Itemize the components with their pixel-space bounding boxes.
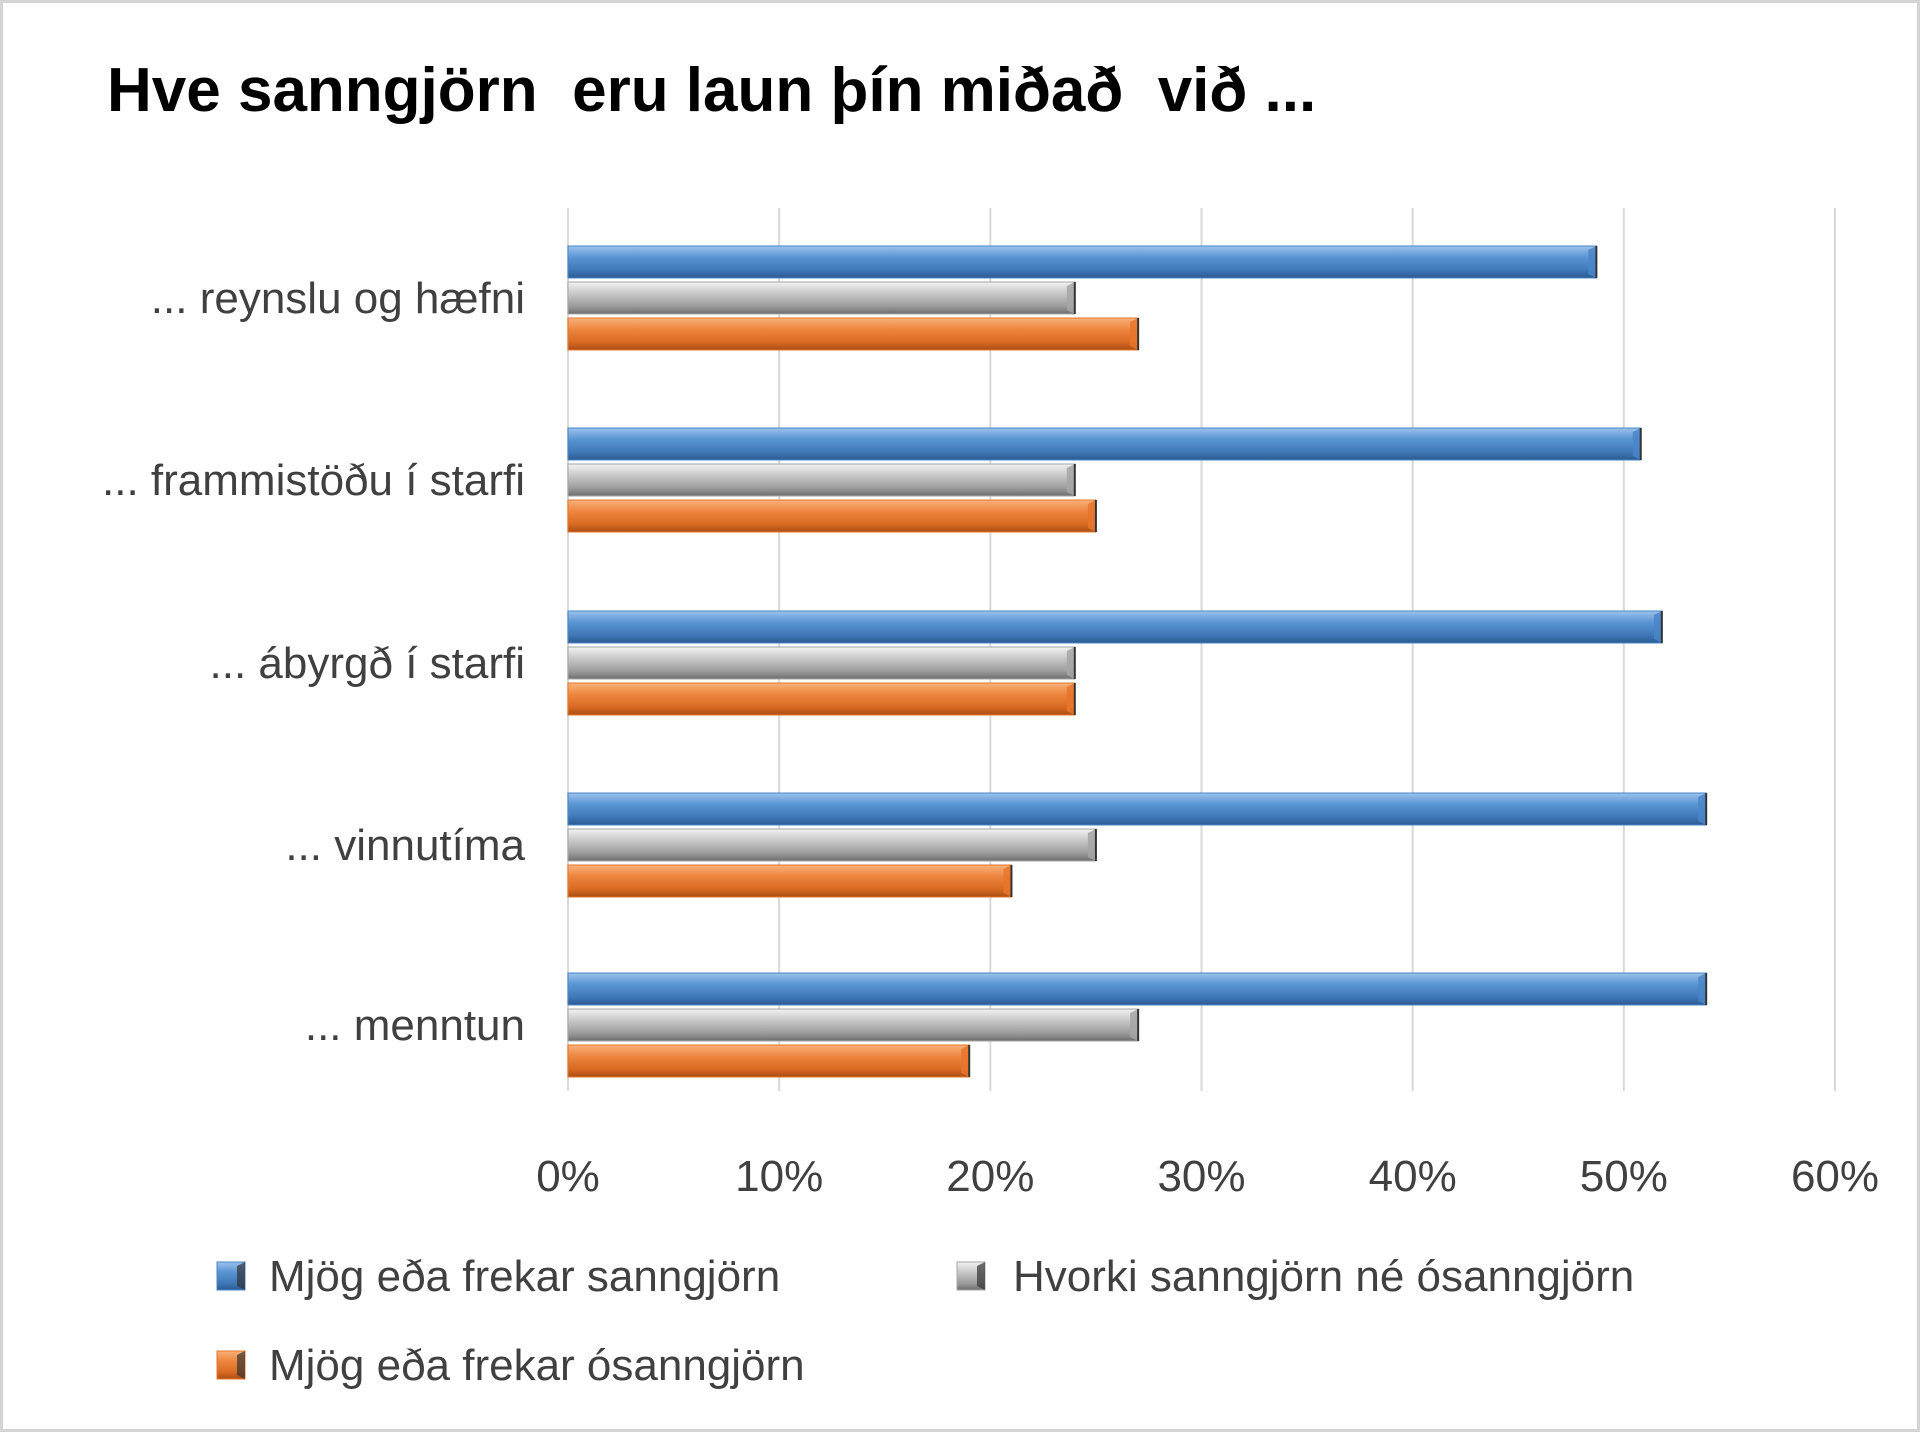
x-tick-label: 50%	[1580, 1152, 1668, 1201]
x-tick-label: 60%	[1791, 1152, 1879, 1201]
x-axis-tick-labels: 0% 10% 20% 30% 40% 50% 60%	[536, 1152, 1879, 1201]
legend-label: Mjög eða frekar sanngjörn	[269, 1252, 780, 1301]
bar	[567, 792, 1708, 826]
legend: Mjög eða frekar sanngjörn Hvorki sanngjör…	[216, 1252, 1634, 1390]
bar	[567, 864, 1013, 898]
legend-item: Hvorki sanngjörn né ósanngjörn	[956, 1252, 1634, 1301]
category-label: ... vinnutíma	[285, 821, 525, 870]
bar	[567, 499, 1097, 533]
x-tick-label: 0%	[536, 1152, 600, 1201]
legend-item: Mjög eða frekar ósanngjörn	[216, 1341, 805, 1390]
bar	[567, 245, 1598, 279]
category-label: ... menntun	[305, 1001, 525, 1050]
x-tick-label: 40%	[1369, 1152, 1457, 1201]
bar	[567, 972, 1708, 1006]
bar	[567, 463, 1076, 497]
bar	[567, 1044, 971, 1078]
category-labels: ... reynslu og hæfni ... frammistöðu í st…	[102, 274, 526, 1050]
bar	[567, 682, 1076, 716]
x-tick-label: 30%	[1157, 1152, 1245, 1201]
legend-swatch	[956, 1261, 986, 1291]
bar-chart: ... reynslu og hæfni ... frammistöðu í st…	[102, 208, 1879, 1390]
legend-label: Hvorki sanngjörn né ósanngjörn	[1013, 1252, 1634, 1301]
category-label: ... ábyrgð í starfi	[210, 639, 525, 688]
bar	[567, 281, 1076, 315]
bar	[567, 610, 1663, 644]
category-label: ... reynslu og hæfni	[151, 274, 525, 323]
chart-title: Hve sanngjörn eru laun þín miðað við ...	[107, 56, 1317, 125]
bar	[567, 828, 1097, 862]
legend-item: Mjög eða frekar sanngjörn	[216, 1252, 780, 1301]
category-label: ... frammistöðu í starfi	[102, 456, 525, 505]
x-tick-label: 20%	[946, 1152, 1034, 1201]
bars	[567, 245, 1708, 1078]
legend-swatch	[216, 1261, 246, 1291]
legend-swatch	[216, 1350, 246, 1380]
bar	[567, 427, 1642, 461]
legend-label: Mjög eða frekar ósanngjörn	[269, 1341, 805, 1390]
bar	[567, 646, 1076, 680]
bar	[567, 1008, 1140, 1042]
bar	[567, 317, 1140, 351]
x-tick-label: 10%	[735, 1152, 823, 1201]
